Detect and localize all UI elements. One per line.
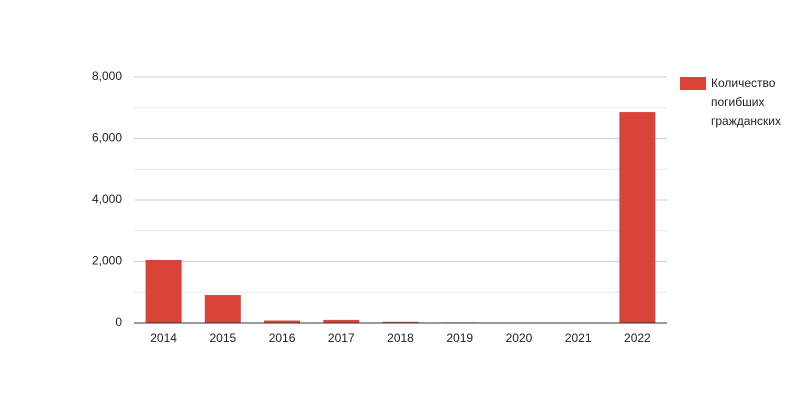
x-tick-label: 2015 bbox=[209, 331, 236, 345]
y-tick-label: 8,000 bbox=[92, 69, 122, 83]
bar bbox=[619, 112, 656, 324]
y-tick-label: 0 bbox=[115, 315, 122, 329]
bar bbox=[204, 295, 241, 323]
x-tick-label: 2016 bbox=[269, 331, 296, 345]
y-tick-label: 2,000 bbox=[92, 254, 122, 268]
bar bbox=[323, 319, 360, 323]
y-tick-label: 4,000 bbox=[92, 192, 122, 206]
x-tick-label: 2022 bbox=[624, 331, 651, 345]
x-tick-label: 2014 bbox=[150, 331, 177, 345]
y-tick-label: 6,000 bbox=[92, 131, 122, 145]
legend-label: Количество погибших гражданских bbox=[711, 76, 781, 128]
legend-swatch bbox=[680, 77, 706, 90]
x-tick-label: 2021 bbox=[565, 331, 592, 345]
bar bbox=[264, 320, 301, 323]
x-tick-label: 2017 bbox=[328, 331, 355, 345]
x-tick-label: 2019 bbox=[446, 331, 473, 345]
bar bbox=[145, 259, 182, 323]
x-tick-label: 2020 bbox=[506, 331, 533, 345]
x-tick-label: 2018 bbox=[387, 331, 414, 345]
bar bbox=[382, 321, 419, 323]
